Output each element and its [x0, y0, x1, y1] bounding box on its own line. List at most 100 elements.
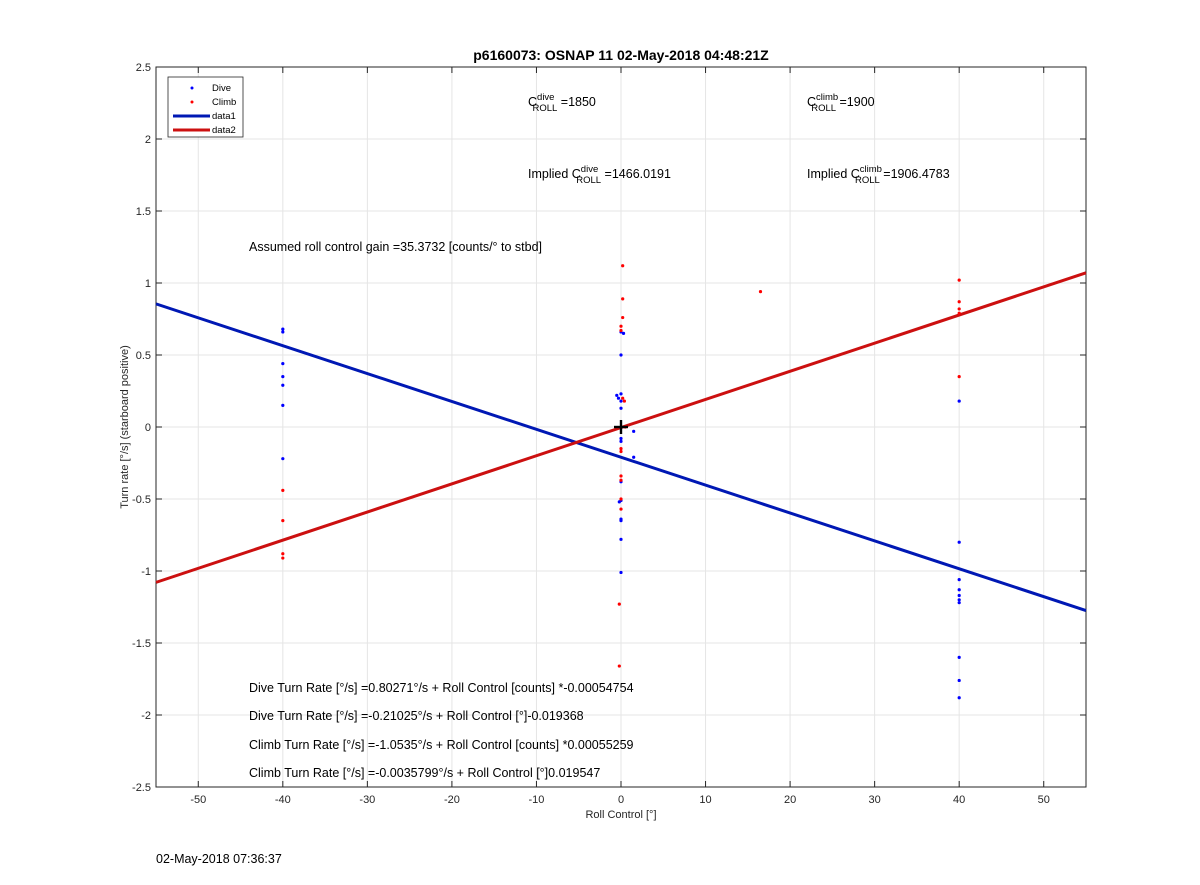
y-tick-label: 2.5: [136, 62, 151, 74]
dive-point: [957, 655, 961, 660]
climb-point: [281, 552, 285, 556]
y-tick-label: -2: [141, 710, 151, 722]
dive-point: [281, 375, 285, 379]
x-tick-label: 50: [1038, 794, 1050, 806]
dive-point: [621, 331, 626, 335]
climb-point: [957, 278, 961, 282]
dive-point: [619, 436, 623, 441]
dive-point: [957, 593, 961, 598]
climb-point: [619, 497, 623, 501]
dive-point: [281, 327, 285, 331]
legend: Dive Climb data1 data2: [167, 76, 244, 138]
y-tick-label: -0.5: [132, 494, 151, 506]
x-tick-label: 0: [618, 794, 624, 806]
dive-point: [281, 403, 285, 407]
y-axis-label: Turn rate [°/s] (starboard positive): [119, 345, 131, 509]
y-tick-label: 1: [145, 278, 151, 290]
dive-point: [957, 678, 961, 683]
dive-point: [632, 429, 636, 433]
y-tick-label: -1: [141, 566, 151, 578]
chart-title: p6160073: OSNAP 11 02-May-2018 04:48:21Z: [473, 47, 769, 63]
dive-point: [957, 588, 961, 592]
dive-point: [619, 406, 623, 410]
climb-point: [621, 297, 625, 301]
climb-counts-equation: Climb Turn Rate [°/s] =-1.0535°/s + Roll…: [249, 738, 634, 752]
x-tick-label: -40: [275, 794, 291, 806]
legend-climb-marker: [190, 100, 194, 104]
x-tick-label: -30: [359, 794, 375, 806]
x-axis-label: Roll Control [°]: [585, 809, 656, 821]
legend-box: [167, 76, 244, 138]
legend-dive-label: Dive: [212, 83, 231, 94]
climb-point: [622, 399, 626, 403]
dive-point: [281, 383, 285, 387]
implied-c-roll-climb-annotation: Implied Cclimb ROLL =1906.4783: [807, 164, 950, 186]
x-tick-label: 20: [784, 794, 796, 806]
dive-point: [281, 362, 285, 366]
y-axis-ticks: -2.5 -2 -1.5 -1 -0.5 0 0.5 1 1.5 2 2.5: [132, 62, 1086, 794]
dive-point: [619, 439, 623, 443]
c-roll-climb-annotation: Cclimb ROLL =1900: [807, 92, 875, 114]
dive-point: [616, 396, 621, 400]
x-axis-ticks: -50 -40 -30 -20 -10 0 10 20 30 40 50: [190, 67, 1050, 806]
climb-point: [957, 311, 961, 315]
x-tick-label: 30: [869, 794, 881, 806]
x-tick-label: -50: [190, 794, 206, 806]
dive-point: [957, 601, 961, 605]
dive-point: [632, 455, 636, 459]
y-tick-label: 0: [145, 422, 151, 434]
print-timestamp: 02-May-2018 07:36:37: [156, 852, 282, 866]
climb-degrees-equation: Climb Turn Rate [°/s] =-0.0035799°/s + R…: [249, 766, 600, 780]
dive-point: [619, 392, 623, 396]
y-tick-label: 2: [145, 134, 151, 146]
legend-data1-label: data1: [212, 111, 236, 122]
climb-point: [617, 664, 621, 668]
data-points: [281, 264, 961, 700]
dive-point: [281, 330, 285, 334]
dive-point: [957, 598, 961, 602]
dive-point: [619, 537, 623, 541]
dive-point: [619, 519, 623, 523]
origin-cross-marker: [614, 420, 628, 434]
dive-point: [957, 578, 961, 582]
y-tick-label: -1.5: [132, 638, 151, 650]
climb-point: [957, 375, 961, 379]
c-roll-dive-annotation: Cdive ROLL =1850: [528, 92, 596, 114]
climb-point: [281, 519, 285, 523]
fit-line-data1: [155, 302, 1087, 613]
dive-point: [619, 399, 623, 403]
dive-point: [957, 696, 961, 700]
x-tick-label: -20: [444, 794, 460, 806]
dive-point: [957, 399, 961, 403]
x-tick-label: 40: [953, 794, 965, 806]
dive-point: [615, 393, 619, 397]
dive-counts-equation: Dive Turn Rate [°/s] =0.80271°/s + Roll …: [249, 681, 634, 695]
climb-point: [619, 328, 623, 333]
implied-c-roll-dive-annotation: Implied Cdive ROLL =1466.0191: [528, 164, 671, 186]
dive-point: [957, 540, 961, 544]
y-tick-label: 1.5: [136, 206, 151, 218]
y-tick-label: -2.5: [132, 782, 151, 794]
climb-point: [619, 507, 623, 511]
climb-point: [621, 315, 625, 320]
climb-point: [957, 307, 961, 311]
legend-climb-label: Climb: [212, 97, 236, 108]
legend-data2-label: data2: [212, 125, 236, 136]
dive-point: [617, 500, 621, 504]
climb-point: [281, 488, 285, 492]
dive-point: [619, 570, 623, 575]
climb-point: [758, 290, 763, 294]
x-tick-label: 10: [699, 794, 711, 806]
climb-point: [621, 396, 625, 400]
climb-point: [619, 449, 623, 454]
climb-point: [619, 478, 623, 482]
climb-point: [619, 447, 623, 451]
y-tick-label: 0.5: [136, 350, 151, 362]
climb-point: [621, 264, 625, 268]
legend-dive-marker: [190, 86, 194, 90]
roll-gain-annotation: Assumed roll control gain =35.3732 [coun…: [249, 240, 542, 254]
x-tick-label: -10: [529, 794, 545, 806]
climb-point: [619, 324, 623, 328]
dive-point: [281, 457, 285, 461]
